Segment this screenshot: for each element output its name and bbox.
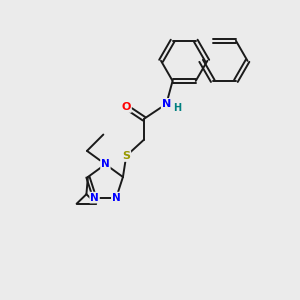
Text: H: H <box>173 103 181 113</box>
Text: N: N <box>162 99 171 109</box>
Text: N: N <box>90 193 99 202</box>
Text: N: N <box>101 159 110 169</box>
Text: N: N <box>112 193 121 202</box>
Text: S: S <box>122 151 130 161</box>
Text: O: O <box>122 102 131 112</box>
